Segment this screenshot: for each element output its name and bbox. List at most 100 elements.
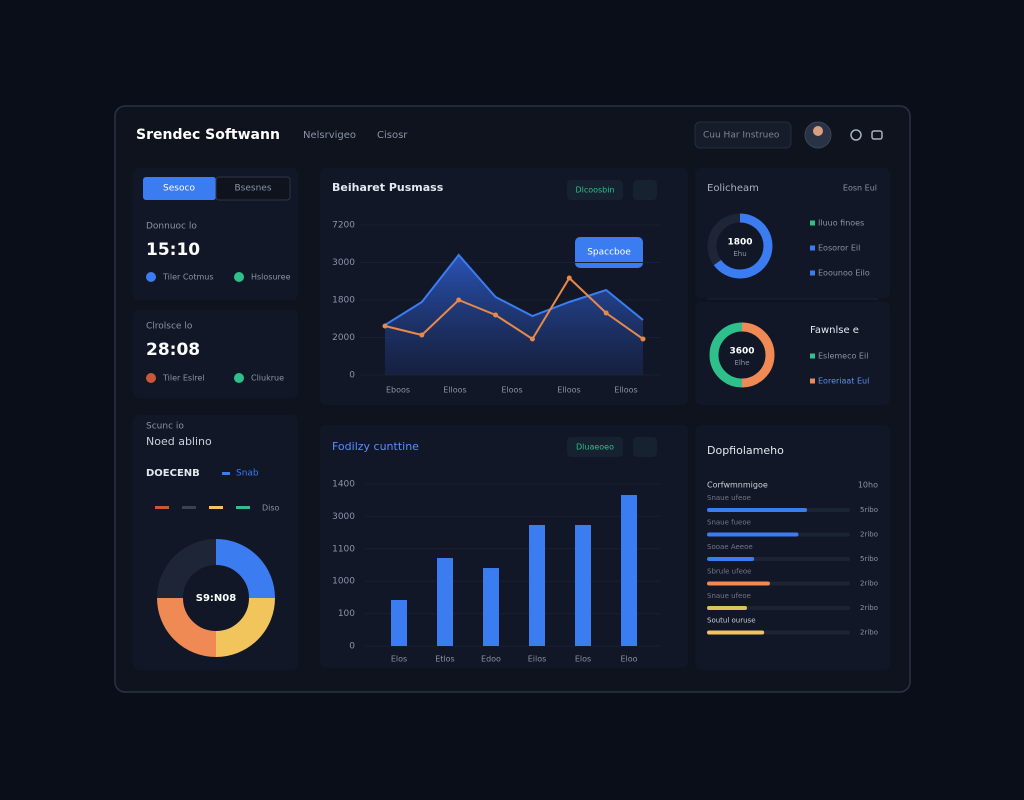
- x-tick-label: Elloos: [557, 386, 580, 395]
- point: [493, 312, 499, 318]
- ring-sub: Elhe: [734, 359, 749, 367]
- ring-sub: Ehu: [733, 250, 746, 258]
- donut-slice: [741, 322, 775, 388]
- avatar-face: [813, 126, 823, 136]
- card-title: Beiharet Pusmass: [332, 181, 444, 194]
- point: [640, 336, 646, 342]
- legend-swatch: [810, 378, 815, 384]
- card: [133, 168, 298, 300]
- tab-label[interactable]: Sesoco: [163, 184, 195, 194]
- x-tick-label: Eloos: [501, 386, 522, 395]
- y-tick-label: 1100: [332, 544, 355, 554]
- bar: [483, 568, 499, 646]
- x-tick-label: Eboos: [386, 386, 410, 395]
- bar: [575, 524, 591, 646]
- legend-label: Iluuo finoes: [818, 219, 864, 228]
- progress-label: Snaue fueoe: [707, 519, 751, 527]
- ring-value: 3600: [729, 347, 754, 357]
- progress-end: 2ribo: [860, 629, 878, 637]
- legend-dot: [146, 373, 156, 383]
- icon[interactable]: [871, 130, 883, 140]
- badge-label[interactable]: Dluaeoeo: [576, 443, 614, 452]
- button-label[interactable]: Spaccboe: [587, 248, 631, 258]
- donut-slice: [215, 597, 275, 657]
- search-box[interactable]: [694, 121, 792, 149]
- y-tick-label: 1000: [332, 577, 355, 587]
- legend-label: Tiler Cotmus: [162, 273, 214, 282]
- stat-label: Clrolsce lo: [146, 322, 193, 332]
- legend-dash: [209, 506, 223, 509]
- progress-label: Sooae Aeeoe: [707, 543, 753, 551]
- tag: Diso: [262, 504, 280, 513]
- icon-button[interactable]: [633, 437, 657, 457]
- legend-dot: [234, 272, 244, 282]
- donut-center: S9:N08: [196, 593, 236, 604]
- tag: Snab: [236, 469, 259, 479]
- legend-swatch: [810, 270, 815, 276]
- point: [603, 310, 609, 316]
- x-tick-label: Elloos: [614, 386, 637, 395]
- legend-swatch: [810, 353, 815, 359]
- legend-label: Eoounoo Eilo: [818, 269, 870, 278]
- progress-label: Snaue ufeoe: [707, 494, 751, 502]
- search-placeholder: Cuu Har Instrueo: [703, 131, 780, 141]
- legend-swatch: [810, 220, 815, 226]
- brand: Srendec Softwann: [136, 127, 280, 143]
- point: [382, 323, 388, 329]
- point: [456, 297, 462, 303]
- progress-end: 5ribo: [860, 555, 878, 563]
- stat-value: 15:10: [146, 240, 200, 260]
- card-title: Fodilzy cunttine: [332, 440, 419, 453]
- x-tick-label: Edoo: [481, 655, 501, 664]
- donut-slice: [215, 539, 275, 599]
- point: [529, 336, 535, 342]
- point: [419, 332, 425, 338]
- y-tick-label: 2000: [332, 333, 355, 343]
- progress-bar: [707, 532, 799, 537]
- icon[interactable]: [850, 129, 862, 141]
- x-tick-label: Eilos: [528, 655, 547, 664]
- progress-end: 2ribo: [860, 531, 878, 539]
- nav-link[interactable]: Cisosr: [377, 130, 408, 141]
- tag-dash: [222, 472, 230, 475]
- card: [320, 425, 688, 668]
- icon-button[interactable]: [633, 180, 657, 200]
- progress-head: Corfwmnmigoe: [707, 481, 768, 490]
- tab-label[interactable]: Bsesnes: [234, 184, 271, 194]
- nav-link[interactable]: Nelsrvigeo: [303, 130, 356, 141]
- legend-label: Eoreriaat Eul: [818, 377, 869, 386]
- progress-bar: [707, 630, 765, 635]
- progress-end: 5ribo: [860, 506, 878, 514]
- card-title: Dopfiolameho: [707, 444, 784, 457]
- bar: [529, 524, 545, 646]
- tab-active[interactable]: [143, 177, 216, 200]
- legend-dash: [182, 506, 196, 509]
- tab[interactable]: [215, 176, 291, 201]
- x-tick-label: Elos: [575, 655, 591, 664]
- legend-label: Hslosuree: [251, 273, 291, 282]
- button[interactable]: [575, 237, 643, 268]
- progress-label: Soutul ouruse: [707, 617, 756, 625]
- legend-dot: [146, 272, 156, 282]
- area: [385, 255, 643, 375]
- y-tick-label: 1800: [332, 296, 355, 306]
- badge[interactable]: [567, 180, 623, 200]
- card-title: Eolicheam: [707, 183, 759, 194]
- progress-end: 2ribo: [860, 604, 878, 612]
- badge-label[interactable]: Dlcoosbin: [575, 186, 614, 195]
- point: [566, 275, 572, 281]
- bar: [437, 558, 453, 646]
- code: DOECENB: [146, 468, 200, 479]
- stat-label: Donnuoc lo: [146, 222, 197, 232]
- badge[interactable]: [567, 437, 623, 457]
- donut-slice: [157, 539, 217, 599]
- donut-slice: [707, 213, 741, 266]
- y-tick-label: 0: [349, 642, 355, 652]
- card-tag: Eosn Eul: [843, 184, 877, 193]
- legend-label: Eosoror Eil: [818, 244, 860, 253]
- legend-label: Tiler Eslrel: [162, 374, 205, 383]
- y-tick-label: 0: [349, 371, 355, 381]
- card: [133, 310, 298, 398]
